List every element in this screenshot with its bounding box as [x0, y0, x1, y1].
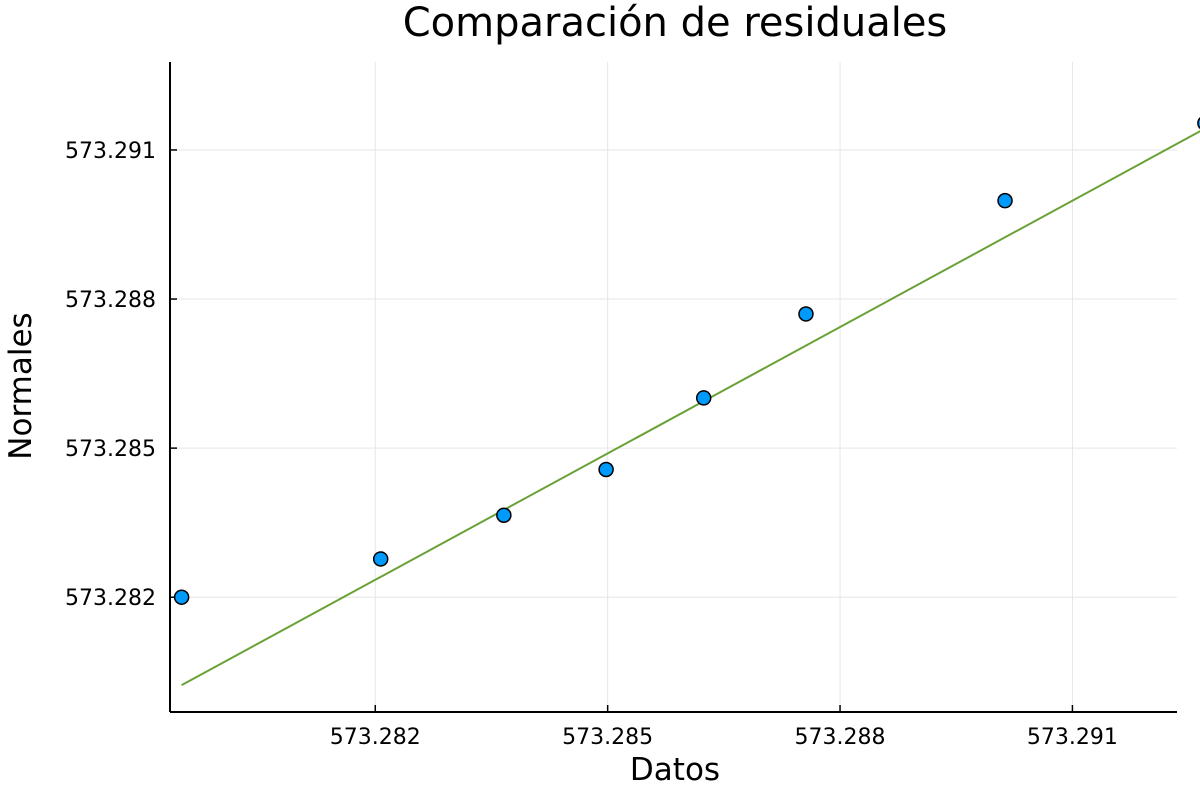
data-point: [798, 306, 814, 322]
fit-line: [181, 130, 1200, 687]
grid-lines: [170, 62, 1177, 712]
data-point: [372, 551, 389, 567]
x-tick-label: 573.285: [562, 725, 653, 750]
x-tick-label: 573.288: [795, 725, 886, 750]
y-tick-label: 573.288: [65, 288, 156, 313]
x-axis-label: Datos: [629, 752, 721, 788]
y-tick-label: 573.291: [65, 139, 156, 164]
y-tick-label: 573.285: [65, 437, 156, 462]
data-point: [496, 507, 512, 523]
axes: [169, 62, 1177, 713]
y-tick-label: 573.282: [65, 586, 156, 611]
data-point: [997, 192, 1013, 209]
data-point: [695, 390, 712, 406]
data-point: [1197, 117, 1200, 130]
x-tick-label: 573.291: [1027, 725, 1118, 750]
data-point: [173, 589, 190, 605]
tick-labels: 573.282 573.285 573.288 573.291 573.282 573.2…: [65, 139, 1118, 750]
data-point: [598, 461, 614, 478]
chart-title: Comparación de residuales: [402, 0, 948, 46]
data-series: [173, 117, 1200, 687]
x-tick-label: 573.282: [330, 725, 421, 750]
